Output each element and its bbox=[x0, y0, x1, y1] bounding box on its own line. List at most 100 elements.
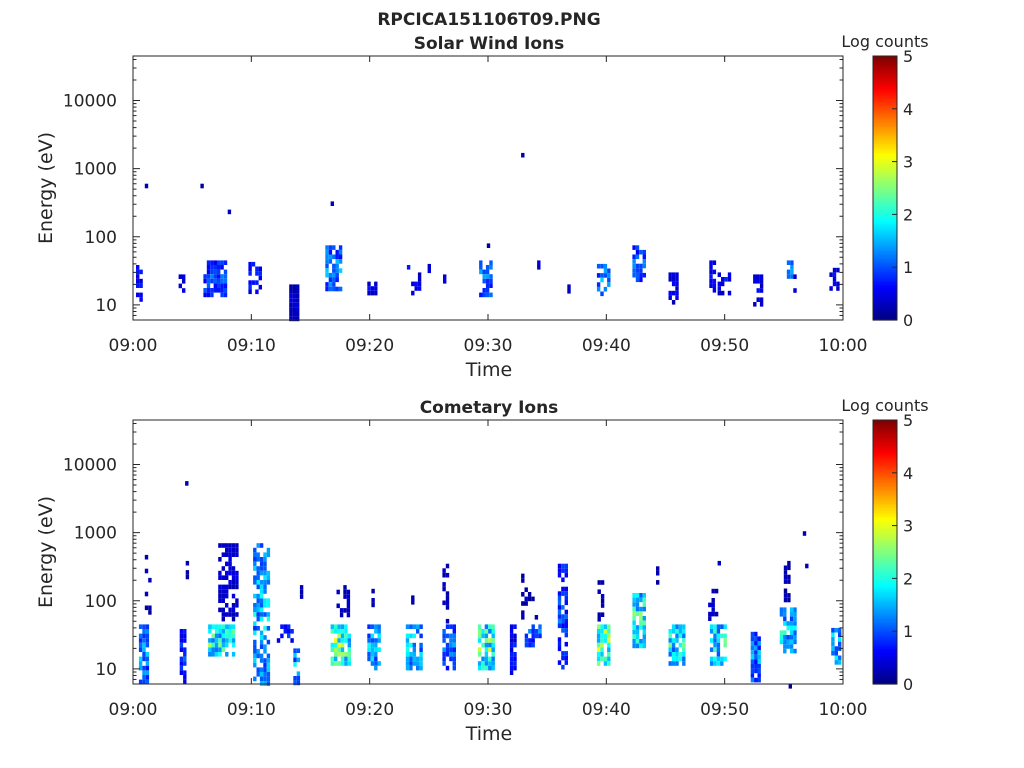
heatmap-cell bbox=[231, 593, 236, 599]
heatmap-cell bbox=[296, 284, 300, 289]
heatmap-cell bbox=[603, 273, 608, 278]
heatmap-cells bbox=[136, 152, 840, 322]
colorbar-tick-label: 1 bbox=[903, 622, 913, 641]
heatmap-cell bbox=[293, 653, 297, 658]
heatmap-cell bbox=[335, 277, 339, 283]
heatmap-cell bbox=[258, 266, 262, 272]
heatmap-cell bbox=[231, 633, 236, 639]
heatmap-cell bbox=[296, 307, 300, 312]
heatmap-cell bbox=[642, 272, 646, 278]
heatmap-cell bbox=[206, 260, 211, 265]
heatmap-cell bbox=[374, 652, 378, 657]
heatmap-cell bbox=[445, 591, 450, 596]
x-tick-label: 09:30 bbox=[464, 700, 513, 720]
heatmap-cell bbox=[513, 633, 517, 639]
heatmap-cell bbox=[750, 668, 755, 674]
colorbar-swatch bbox=[873, 486, 897, 489]
heatmap-cell bbox=[607, 647, 611, 652]
heatmap-cell bbox=[253, 621, 257, 626]
heatmap-cell bbox=[145, 624, 150, 629]
heatmap-cell bbox=[231, 638, 236, 643]
heatmap-cell bbox=[635, 254, 640, 260]
heatmap-cell bbox=[145, 656, 150, 662]
heatmap-cell bbox=[235, 584, 239, 590]
colorbar-swatch bbox=[873, 313, 897, 317]
heatmap-cell bbox=[210, 269, 214, 275]
colorbar-swatch bbox=[873, 84, 897, 88]
colorbar-swatch bbox=[873, 306, 897, 310]
heatmap-cell bbox=[405, 652, 410, 657]
colorbar-swatch bbox=[873, 578, 897, 582]
heatmap-cell bbox=[632, 629, 636, 635]
colorbar-swatch bbox=[873, 265, 897, 268]
colorbar-swatch bbox=[873, 245, 897, 248]
heatmap-cell bbox=[259, 557, 264, 562]
heatmap-cell bbox=[727, 272, 732, 277]
heatmap-cell bbox=[783, 648, 787, 654]
heatmap-cell bbox=[709, 278, 713, 284]
heatmap-cell bbox=[675, 277, 679, 282]
heatmap-cell bbox=[757, 636, 761, 641]
heatmap-cell bbox=[596, 629, 601, 634]
heatmap-cell bbox=[266, 603, 271, 608]
colorbar-swatch bbox=[873, 194, 897, 198]
heatmap-cell bbox=[721, 281, 725, 287]
heatmap-cell bbox=[136, 265, 140, 270]
heatmap-cell bbox=[256, 653, 260, 659]
heatmap-cell bbox=[213, 260, 217, 265]
y-tick-label: 100 bbox=[85, 228, 117, 248]
heatmap-cell bbox=[367, 290, 371, 296]
heatmap-cell bbox=[221, 543, 225, 548]
heatmap-cell bbox=[344, 656, 348, 662]
heatmap-cell bbox=[750, 664, 755, 669]
colorbar-swatch bbox=[873, 459, 897, 463]
colorbar-swatch bbox=[873, 210, 897, 213]
heatmap-cell bbox=[259, 639, 264, 645]
colorbar-swatch bbox=[873, 457, 897, 461]
heatmap-cell bbox=[537, 260, 541, 265]
heatmap-cell bbox=[377, 633, 381, 639]
heatmap-cell bbox=[231, 575, 236, 580]
heatmap-cell bbox=[834, 660, 838, 665]
heatmap-cell bbox=[218, 575, 222, 580]
heatmap-cell bbox=[786, 625, 790, 631]
heatmap-cell bbox=[675, 286, 679, 291]
colorbar-swatch bbox=[873, 269, 897, 273]
colorbar-swatch bbox=[873, 492, 897, 496]
colorbar-swatch bbox=[873, 93, 897, 97]
heatmap-cell bbox=[793, 616, 797, 622]
heatmap-cell bbox=[491, 652, 495, 657]
heatmap-cell bbox=[178, 283, 182, 289]
colorbar-swatch bbox=[873, 655, 897, 659]
colorbar-swatch bbox=[873, 91, 897, 94]
colorbar-swatch bbox=[873, 633, 897, 637]
heatmap-cell bbox=[793, 635, 797, 640]
heatmap-cell bbox=[344, 633, 348, 639]
colorbar-swatch bbox=[873, 668, 897, 672]
heatmap-cell bbox=[228, 629, 232, 634]
heatmap-cell bbox=[709, 647, 714, 652]
heatmap-cell bbox=[248, 284, 252, 290]
colorbar-swatch bbox=[873, 461, 897, 465]
heatmap-cell bbox=[228, 547, 232, 553]
heatmap-cell bbox=[206, 288, 211, 293]
heatmap-cell bbox=[248, 266, 252, 272]
heatmap-cell bbox=[179, 633, 184, 639]
heatmap-cell bbox=[211, 638, 215, 643]
heatmap-cell bbox=[344, 661, 348, 666]
heatmap-cell bbox=[635, 245, 640, 250]
heatmap-cell bbox=[138, 638, 143, 643]
colorbar-swatch bbox=[873, 157, 897, 160]
heatmap-cell bbox=[409, 665, 413, 671]
heatmap-cell bbox=[635, 606, 640, 612]
heatmap-cell bbox=[484, 656, 489, 662]
heatmap-cell bbox=[750, 636, 755, 641]
heatmap-cell bbox=[603, 286, 608, 292]
heatmap-cell bbox=[248, 271, 252, 276]
heatmap-cell bbox=[714, 588, 719, 594]
heatmap-cell bbox=[607, 268, 611, 274]
heatmap-cell bbox=[225, 603, 229, 608]
colorbar-swatch bbox=[873, 644, 897, 648]
heatmap-cell bbox=[557, 641, 562, 647]
heatmap-cell bbox=[248, 280, 252, 285]
